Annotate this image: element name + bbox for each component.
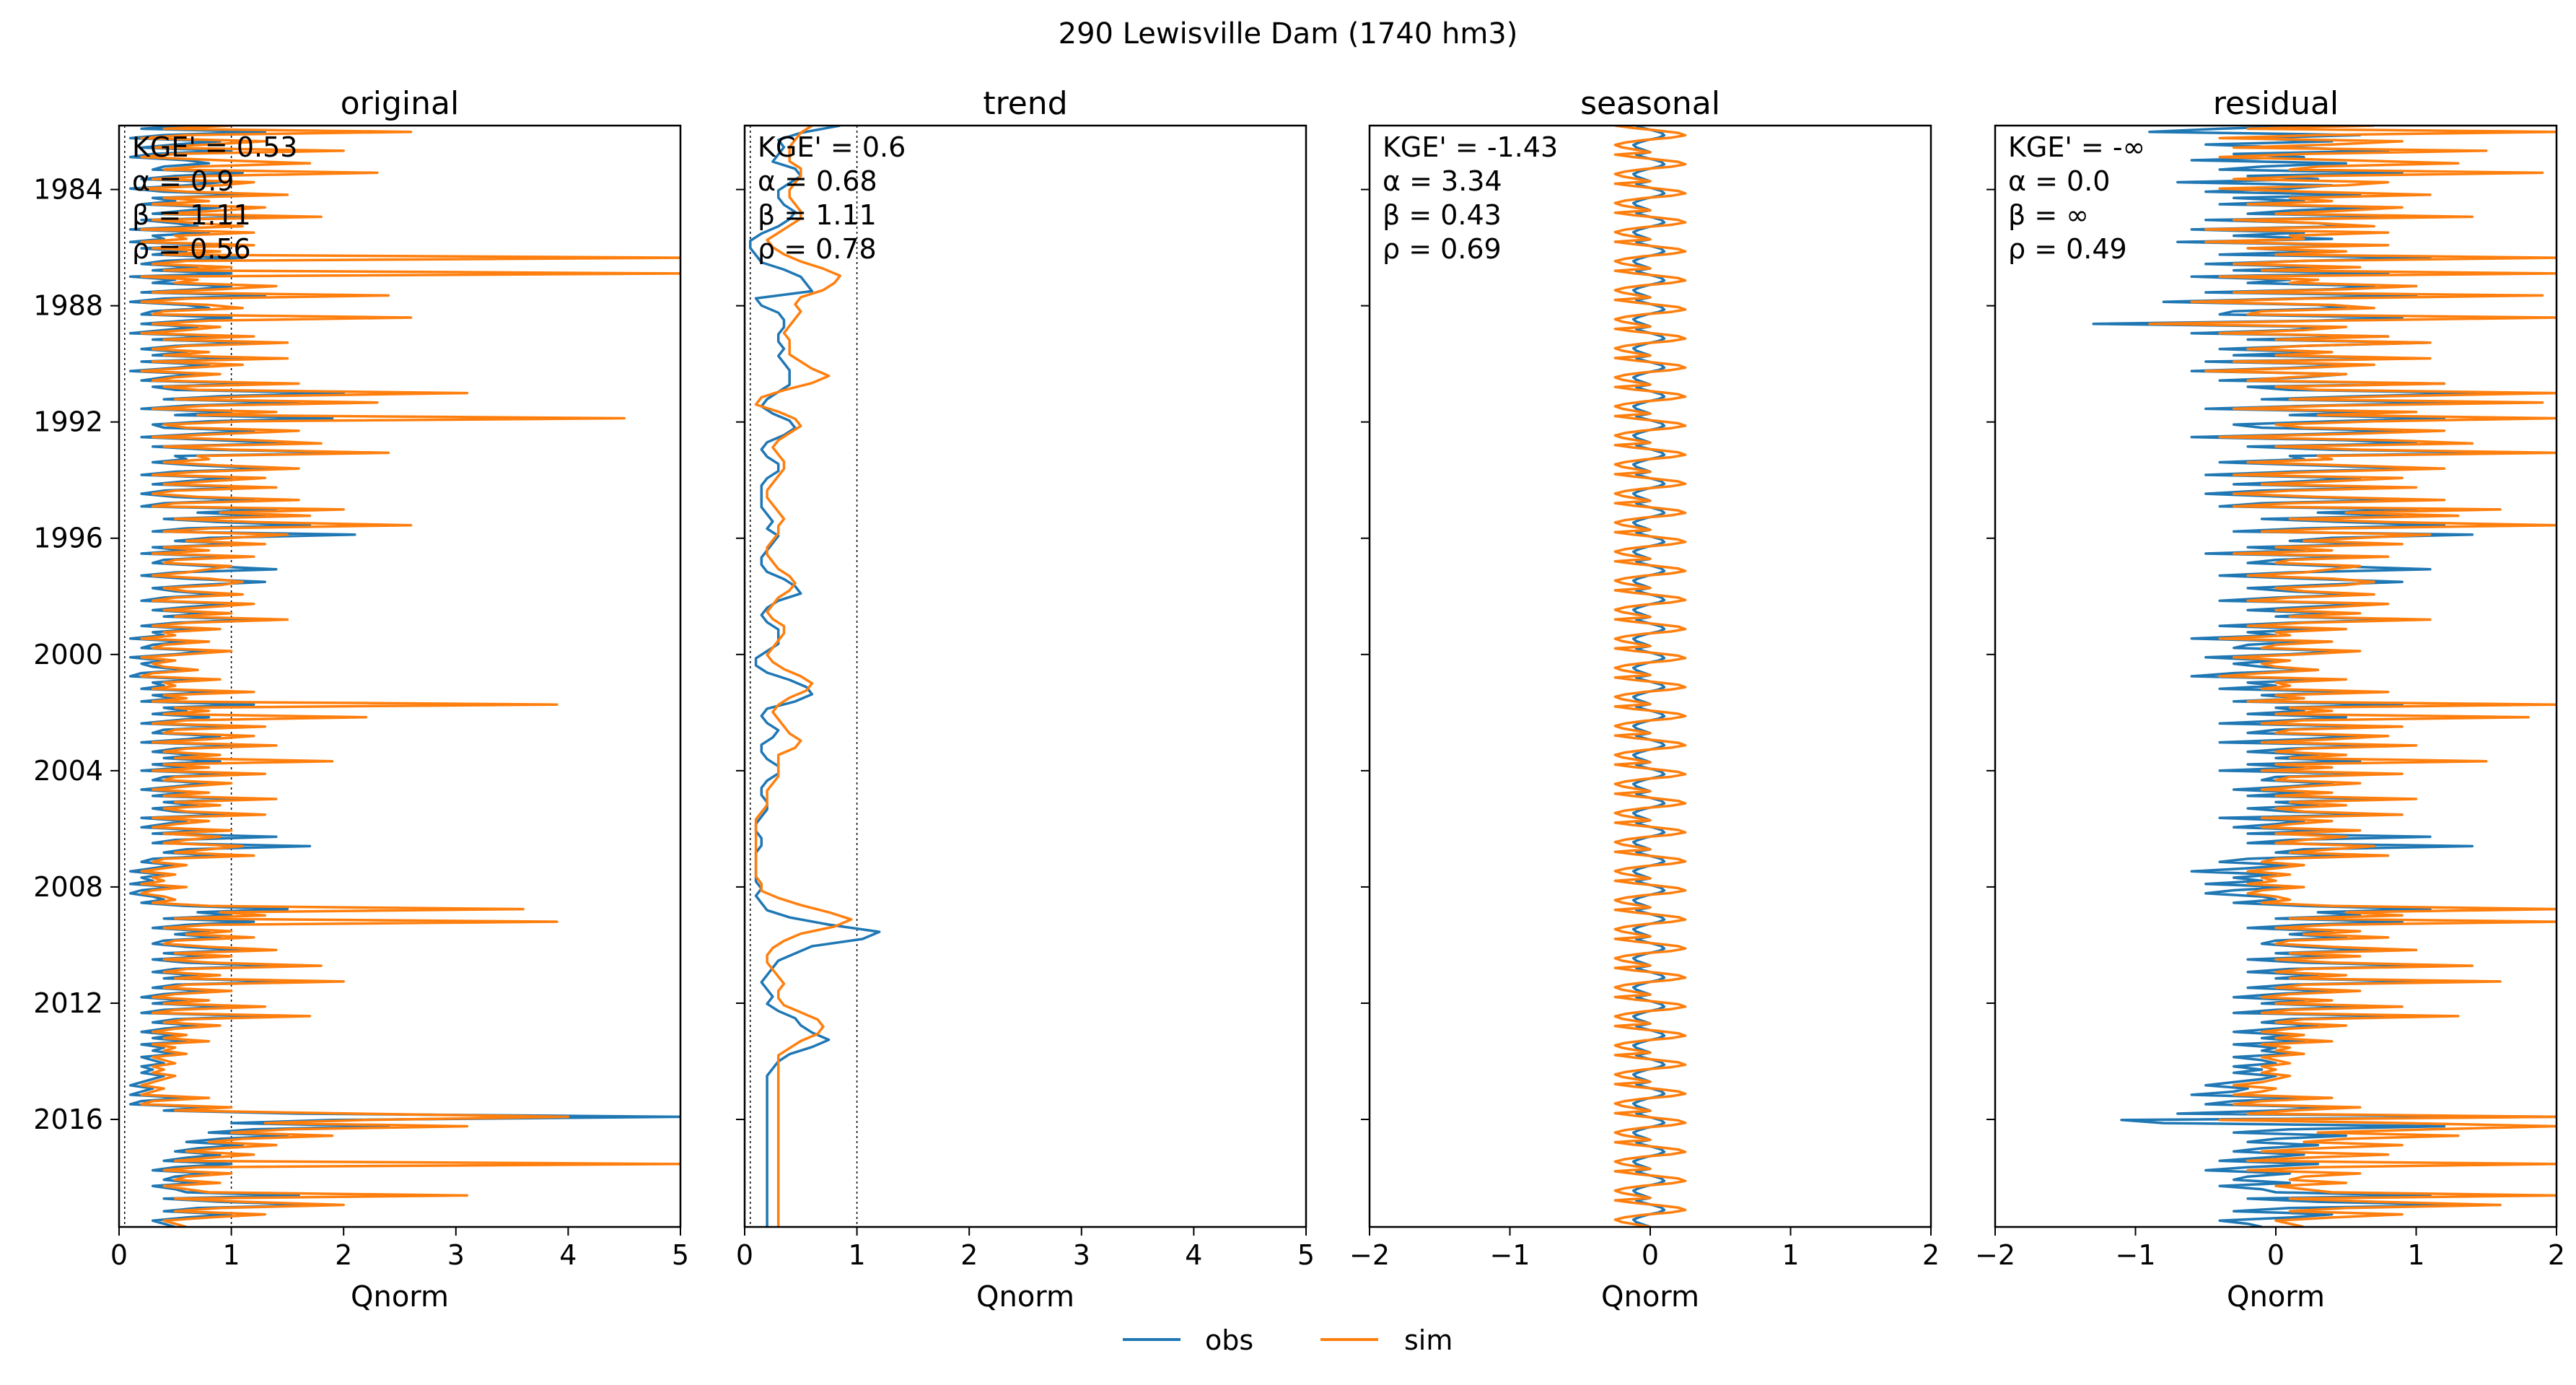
panel-frame xyxy=(118,124,682,1228)
legend-sim-label: sim xyxy=(1404,1324,1453,1356)
x-tick-label: −2 xyxy=(1349,1239,1390,1271)
x-tick-label: 2 xyxy=(1922,1239,1940,1271)
x-tick-label: 0 xyxy=(1642,1239,1659,1271)
panel-frame xyxy=(743,124,1307,1228)
stats-text: KGE' = 0.53 xyxy=(132,131,297,163)
x-axis-label: Qnorm xyxy=(351,1280,449,1314)
x-tick-label: −1 xyxy=(2115,1239,2155,1271)
x-tick-label: 2 xyxy=(335,1239,352,1271)
panel-data xyxy=(2092,126,2557,1227)
x-tick-label: 2 xyxy=(960,1239,978,1271)
x-tick-label: 0 xyxy=(736,1239,753,1271)
x-tick-label: 0 xyxy=(110,1239,128,1271)
y-tick-label: 2016 xyxy=(33,1104,103,1135)
stats-text: ρ = 0.49 xyxy=(2008,233,2127,265)
panel-original: original 0 1 2 3 4 5 Qnorm 1984 1988 1992 1996 2000 2… xyxy=(33,85,689,1314)
y-tick-label: 2012 xyxy=(33,987,103,1019)
x-tick-label: 3 xyxy=(447,1239,465,1271)
x-tick-label: 1 xyxy=(849,1239,866,1271)
x-tick-label: −1 xyxy=(1489,1239,1530,1271)
x-tick-label: 1 xyxy=(223,1239,240,1271)
series-sim-line xyxy=(140,126,680,1227)
y-tick-label: 1996 xyxy=(33,523,103,554)
y-tick-label: 2004 xyxy=(33,755,103,787)
stats-text: ρ = 0.56 xyxy=(132,233,251,265)
series-sim-line xyxy=(2148,126,2557,1227)
panel-data xyxy=(128,126,680,1227)
panel-title: trend xyxy=(983,85,1067,122)
series-obs-line xyxy=(749,126,881,1227)
y-tick-label: 1984 xyxy=(33,174,103,206)
x-axis-label: Qnorm xyxy=(1601,1280,1699,1314)
stats-text: KGE' = -1.43 xyxy=(1383,131,1558,163)
stats-text: KGE' = -∞ xyxy=(2008,131,2145,163)
x-tick-label: 3 xyxy=(1073,1239,1090,1271)
stats-text: ρ = 0.78 xyxy=(758,233,877,265)
stats-text: α = 0.0 xyxy=(2008,165,2110,197)
x-tick-label: 0 xyxy=(2267,1239,2284,1271)
stats-text: β = 1.11 xyxy=(132,199,251,231)
legend: obs sim xyxy=(1123,1324,1453,1356)
panel-data xyxy=(1613,126,1687,1227)
series-sim-line xyxy=(754,126,853,1227)
x-tick-label: 5 xyxy=(672,1239,689,1271)
y-tick-label: 2000 xyxy=(33,639,103,670)
panel-title: original xyxy=(341,85,459,122)
panel-data xyxy=(749,126,881,1227)
x-tick-label: 2 xyxy=(2548,1239,2565,1271)
x-axis-label: Qnorm xyxy=(976,1280,1074,1314)
stats-text: α = 0.68 xyxy=(758,165,877,197)
panel-residual: residual −2 −1 0 1 2 Qnorm KGE' = -∞α = 0.0β = … xyxy=(1975,85,2565,1314)
stats-text: β = ∞ xyxy=(2008,199,2089,231)
x-tick-label: 4 xyxy=(1185,1239,1202,1271)
x-tick-label: 4 xyxy=(559,1239,577,1271)
x-tick-label: 1 xyxy=(2407,1239,2424,1271)
panel-trend: trend 0 1 2 3 4 5 Qnorm KGE' = 0.6α = 0.68β = 1.… xyxy=(736,85,1315,1314)
stats-text: β = 1.11 xyxy=(758,199,877,231)
stats-text: α = 0.9 xyxy=(132,165,234,197)
figure-suptitle: 290 Lewisville Dam (1740 hm3) xyxy=(1059,17,1518,51)
x-tick-label: 1 xyxy=(1782,1239,1799,1271)
legend-obs-label: obs xyxy=(1205,1324,1253,1356)
panel-title: residual xyxy=(2213,85,2339,122)
panel-title: seasonal xyxy=(1580,85,1720,122)
stats-text: β = 0.43 xyxy=(1383,199,1502,231)
x-tick-label: −2 xyxy=(1975,1239,2015,1271)
x-tick-label: 5 xyxy=(1297,1239,1315,1271)
stats-text: α = 3.34 xyxy=(1383,165,1502,197)
series-sim-line xyxy=(1613,126,1687,1227)
y-tick-label: 1992 xyxy=(33,406,103,438)
y-tick-label: 2008 xyxy=(33,871,103,903)
panel-seasonal: seasonal −2 −1 0 1 2 Qnorm KGE' = -1.43α = 3.34… xyxy=(1349,85,1940,1314)
y-tick-label: 1988 xyxy=(33,290,103,322)
stats-text: ρ = 0.69 xyxy=(1383,233,1502,265)
x-axis-label: Qnorm xyxy=(2227,1280,2325,1314)
stats-text: KGE' = 0.6 xyxy=(758,131,906,163)
